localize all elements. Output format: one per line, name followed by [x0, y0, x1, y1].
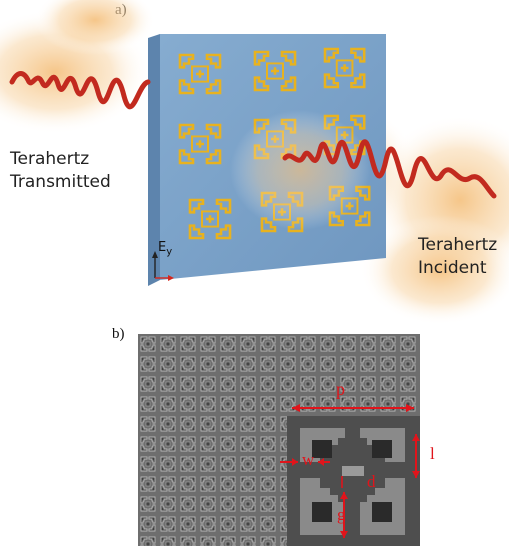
- caption-transmitted-line2: Transmitted: [10, 172, 111, 192]
- caption-incident-line1: Terahertz: [418, 235, 498, 255]
- label-length: l: [430, 444, 435, 463]
- ey-subscript: y: [166, 246, 173, 258]
- ey-axis: [152, 251, 174, 281]
- ey-label: Ey: [158, 240, 172, 258]
- incident-wave: [282, 139, 497, 199]
- ey-letter: E: [158, 240, 167, 255]
- label-gap: g: [337, 505, 346, 524]
- caption-incident-line2: Incident: [418, 258, 487, 278]
- caption-incident: Terahertz Incident: [418, 234, 497, 280]
- caption-transmitted: Terahertz Transmitted: [10, 148, 111, 194]
- label-width: w: [302, 450, 315, 469]
- transmitted-wave: [9, 71, 151, 110]
- panel-b-label: b): [112, 326, 125, 342]
- label-period: p: [336, 379, 345, 399]
- caption-transmitted-line1: Terahertz: [10, 149, 90, 169]
- label-d: d: [367, 472, 376, 491]
